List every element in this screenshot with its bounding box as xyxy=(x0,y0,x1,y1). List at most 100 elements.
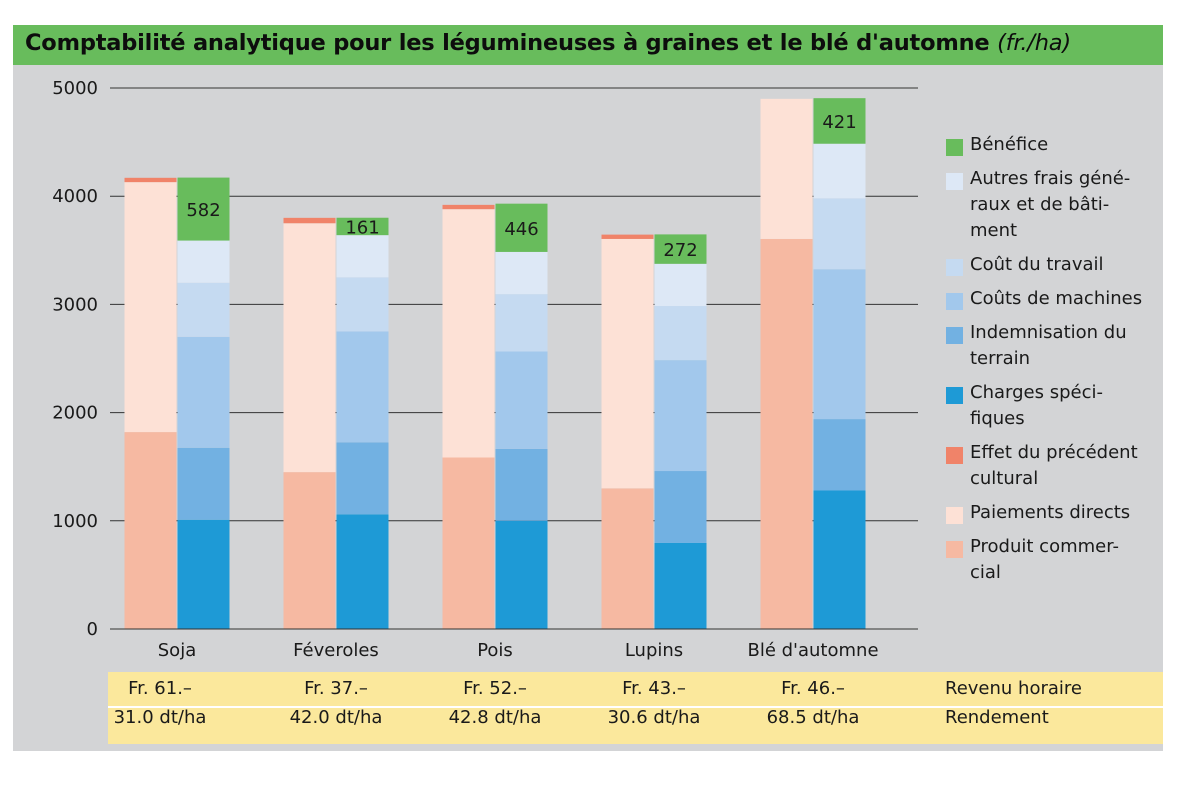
bar-revenue-2-0 xyxy=(442,457,495,629)
footer-rendement-value: 42.0 dt/ha xyxy=(289,707,383,728)
legend-label: Indemnisation du terrain xyxy=(970,322,1127,369)
legend-item: Indemnisation du terrain xyxy=(946,320,1161,372)
bar-costs-0-3 xyxy=(177,282,230,337)
legend-swatch xyxy=(946,327,963,344)
footer-row-rendement: Rendement 31.0 dt/ha 42.0 dt/ha 42.8 dt/ha… xyxy=(0,704,1199,732)
bar-costs-4-5 xyxy=(813,98,866,144)
legend-item: Produit commer-cial xyxy=(946,534,1161,586)
category-label: Blé d'automne xyxy=(747,640,879,661)
legend-label: Bénéfice xyxy=(970,134,1049,155)
bar-costs-1-1 xyxy=(336,442,389,515)
legend-swatch xyxy=(946,139,963,156)
y-tick-label: 1000 xyxy=(52,511,98,532)
bar-revenue-1-2 xyxy=(283,217,336,224)
footer-rendement-value: 68.5 dt/ha xyxy=(766,707,860,728)
legend-label: Autres frais géné-raux et de bâti-ment xyxy=(970,168,1131,241)
footer-label-revenu: Revenu horaire xyxy=(945,678,1082,699)
bar-revenue-3-1 xyxy=(601,238,654,489)
legend-label: Effet du précédent cultural xyxy=(970,442,1138,489)
title-bar: Comptabilité analytique pour les légumin… xyxy=(13,25,1163,65)
bar-costs-4-1 xyxy=(813,419,866,491)
y-tick-label: 5000 xyxy=(52,78,98,99)
bar-costs-3-5 xyxy=(654,234,707,264)
y-tick-label: 3000 xyxy=(52,294,98,315)
footer-revenu-value: Fr. 61.– xyxy=(128,678,192,699)
footer-rendement-value: 31.0 dt/ha xyxy=(113,707,207,728)
bar-costs-4-3 xyxy=(813,198,866,270)
profit-label: 582 xyxy=(186,200,220,221)
bar-costs-2-5 xyxy=(495,203,548,252)
footer-rendement-value: 30.6 dt/ha xyxy=(607,707,701,728)
bar-costs-4-2 xyxy=(813,269,866,420)
bar-costs-2-2 xyxy=(495,351,548,449)
legend-label: Charges spéci-fiques xyxy=(970,382,1103,429)
legend-label: Produit commer-cial xyxy=(970,536,1119,583)
bar-revenue-3-0 xyxy=(601,488,654,629)
chart-title: Comptabilité analytique pour les légumin… xyxy=(25,30,1071,56)
legend-item: Charges spéci-fiques xyxy=(946,380,1161,432)
bar-costs-3-3 xyxy=(654,306,707,361)
profit-label: 446 xyxy=(504,219,538,240)
footer-rendement-value: 42.8 dt/ha xyxy=(448,707,542,728)
legend-swatch xyxy=(946,173,963,190)
bar-revenue-2-1 xyxy=(442,209,495,458)
legend-label: Paiements directs xyxy=(970,502,1131,523)
bar-revenue-3-2 xyxy=(601,234,654,239)
bar-costs-2-3 xyxy=(495,294,548,352)
bar-costs-0-5 xyxy=(177,177,230,241)
legend-label: Coût du travail xyxy=(970,254,1104,275)
footer-label-rendement: Rendement xyxy=(945,707,1049,728)
legend-swatch xyxy=(946,259,963,276)
category-label: Féveroles xyxy=(293,640,379,661)
legend-swatch xyxy=(946,541,963,558)
bar-revenue-0-2 xyxy=(124,177,177,183)
legend-item: Paiements directs xyxy=(946,500,1161,526)
bar-revenue-0-1 xyxy=(124,182,177,433)
bar-costs-1-0 xyxy=(336,514,389,629)
category-label: Pois xyxy=(477,640,513,661)
bar-costs-1-5 xyxy=(336,217,389,236)
footer-divider xyxy=(108,706,1163,708)
legend-label: Coûts de machines xyxy=(970,288,1143,309)
legend-swatch xyxy=(946,387,963,404)
bar-costs-2-0 xyxy=(495,520,548,629)
category-label: Soja xyxy=(157,640,197,661)
footer-revenu-value: Fr. 52.– xyxy=(463,678,527,699)
footer-revenu-value: Fr. 37.– xyxy=(304,678,368,699)
category-label: Lupins xyxy=(624,640,684,661)
footer-row-revenu: Revenu horaire Fr. 61.– Fr. 37.– Fr. 52.– F… xyxy=(0,675,1199,703)
profit-label: 421 xyxy=(822,112,856,133)
bar-costs-1-2 xyxy=(336,331,389,443)
bar-revenue-2-2 xyxy=(442,204,495,210)
y-tick-label: 2000 xyxy=(52,403,98,424)
footer-table xyxy=(108,672,1163,744)
bar-costs-0-4 xyxy=(177,240,230,283)
footer-revenu-value: Fr. 43.– xyxy=(622,678,686,699)
bar-revenue-4-1 xyxy=(760,98,813,239)
bar-costs-2-4 xyxy=(495,251,548,295)
legend-swatch xyxy=(946,293,963,310)
bar-costs-1-3 xyxy=(336,277,389,332)
legend: Bénéfice Autres frais géné-raux et de bât… xyxy=(946,132,1161,594)
bar-costs-4-0 xyxy=(813,490,866,629)
profit-label: 272 xyxy=(663,240,697,261)
bar-costs-3-1 xyxy=(654,471,707,543)
footer-revenu-value: Fr. 46.– xyxy=(781,678,845,699)
y-tick-label: 0 xyxy=(87,619,98,640)
legend-item: Autres frais géné-raux et de bâti-ment xyxy=(946,166,1161,244)
bar-costs-0-1 xyxy=(177,447,230,520)
legend-item: Coûts de machines xyxy=(946,286,1161,312)
legend-swatch xyxy=(946,507,963,524)
bar-costs-0-2 xyxy=(177,336,230,448)
bar-revenue-1-0 xyxy=(283,472,336,629)
bar-costs-3-2 xyxy=(654,360,707,472)
legend-item: Coût du travail xyxy=(946,252,1161,278)
bar-revenue-4-0 xyxy=(760,238,813,629)
bar-costs-2-1 xyxy=(495,448,548,521)
bar-revenue-1-1 xyxy=(283,223,336,473)
legend-swatch xyxy=(946,447,963,464)
bar-costs-4-4 xyxy=(813,143,866,199)
bar-revenue-0-0 xyxy=(124,432,177,629)
bar-costs-1-4 xyxy=(336,235,389,278)
